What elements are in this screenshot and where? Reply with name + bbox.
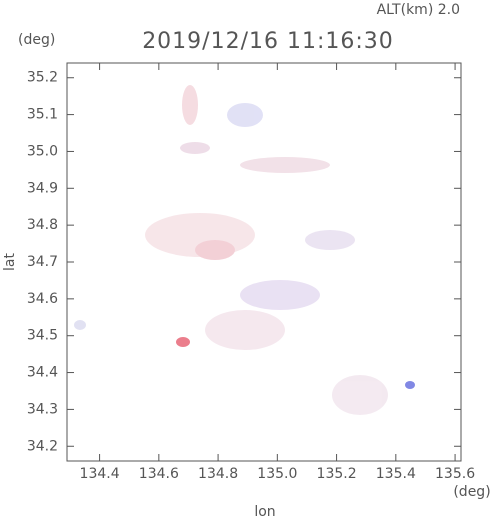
x-tick-label: 134.8	[198, 466, 238, 482]
y-tick-label: 34.5	[27, 328, 58, 344]
y-tick-label: 34.6	[27, 291, 58, 307]
y-tick-label: 35.2	[27, 70, 58, 86]
altitude-label: ALT(km) 2.0	[377, 2, 460, 18]
x-axis-label: lon	[254, 504, 275, 520]
x-unit: (deg)	[453, 484, 490, 500]
chart-title: 2019/12/16 11:16:30	[142, 29, 394, 54]
x-tick-label: 135.6	[435, 466, 475, 482]
x-tick-label: 135.2	[317, 466, 357, 482]
radar-echoes	[74, 85, 415, 415]
x-tick-label: 135.4	[376, 466, 416, 482]
y-tick-label: 34.2	[27, 438, 58, 454]
y-tick-label: 35.1	[27, 107, 58, 123]
y-tick-label: 34.3	[27, 401, 58, 417]
y-axis-label: lat	[2, 253, 18, 271]
x-tick-label: 134.4	[80, 466, 120, 482]
plot-frame	[66, 62, 462, 462]
y-tick-label: 34.9	[27, 180, 58, 196]
x-tick-label: 134.6	[139, 466, 179, 482]
y-tick-label: 35.0	[27, 143, 58, 159]
x-tick-label: 135.0	[257, 466, 297, 482]
y-tick-label: 34.4	[27, 365, 58, 381]
y-tick-label: 34.8	[27, 217, 58, 233]
y-tick-label: 34.7	[27, 254, 58, 270]
y-unit: (deg)	[18, 32, 55, 48]
